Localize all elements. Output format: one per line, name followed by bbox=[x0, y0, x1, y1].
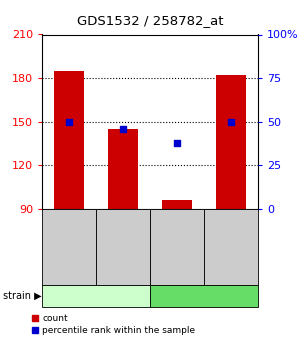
Text: strain ▶: strain ▶ bbox=[3, 291, 42, 301]
Text: GSM45208: GSM45208 bbox=[64, 222, 74, 271]
Text: wild-type: wild-type bbox=[72, 291, 120, 301]
Text: AOX anti-sense: AOX anti-sense bbox=[164, 291, 244, 301]
Bar bbox=[108, 129, 138, 209]
Point bbox=[229, 119, 233, 125]
Text: GSM45209: GSM45209 bbox=[118, 222, 127, 271]
Point bbox=[175, 140, 179, 145]
Text: GSM45231: GSM45231 bbox=[172, 222, 182, 271]
Bar bbox=[216, 75, 246, 209]
Legend: count, percentile rank within the sample: count, percentile rank within the sample bbox=[28, 311, 199, 339]
Point bbox=[67, 119, 71, 125]
Text: GSM45278: GSM45278 bbox=[226, 222, 236, 271]
Bar bbox=[162, 200, 192, 209]
Text: GDS1532 / 258782_at: GDS1532 / 258782_at bbox=[77, 14, 223, 27]
Point bbox=[121, 126, 125, 131]
Bar bbox=[54, 71, 84, 209]
